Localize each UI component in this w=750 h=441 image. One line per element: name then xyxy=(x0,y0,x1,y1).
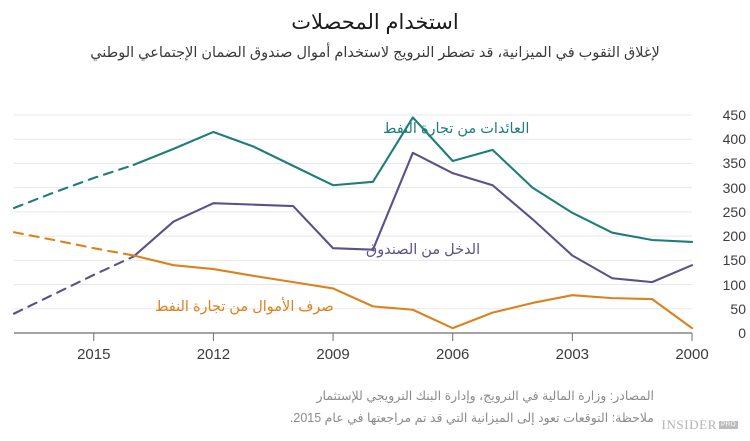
page-title: استخدام المحصلات xyxy=(291,11,459,34)
y-axis-tick-label: 100 xyxy=(722,276,746,293)
chart-footer: المصادر: وزارة المالية في النرويج، وإدار… xyxy=(14,386,654,430)
series-path-0 xyxy=(132,116,694,243)
series-path-0 xyxy=(12,163,135,210)
y-axis-tick-label: 300 xyxy=(722,179,746,196)
x-axis-tick-label: 2006 xyxy=(436,346,470,363)
x-axis-tick-label: 2000 xyxy=(675,346,709,363)
series-path-2 xyxy=(12,231,135,257)
logo-wordmark: INSIDER xyxy=(661,417,717,432)
insider-pro-logo: INSIDER PRO xyxy=(662,417,738,433)
x-axis-tick-label: 2012 xyxy=(196,346,231,363)
y-axis-tick-label: 350 xyxy=(722,155,746,172)
chart-gridlines xyxy=(14,114,692,334)
chart-series-lines xyxy=(12,116,694,330)
y-axis-tick-label: 150 xyxy=(722,252,746,269)
logo-pro-badge: PRO xyxy=(719,420,738,430)
series-path-2 xyxy=(132,254,694,330)
y-axis-tick-label: 400 xyxy=(722,131,746,148)
y-axis-tick-label: 50 xyxy=(730,300,746,317)
series-path-1 xyxy=(132,151,694,284)
y-axis-tick-label: 250 xyxy=(722,203,746,220)
series-path-1 xyxy=(12,255,135,315)
chart-x-axis xyxy=(93,333,693,341)
y-axis-tick-label: 0 xyxy=(738,325,746,341)
x-axis-tick-label: 2009 xyxy=(316,346,350,363)
footer-note: ملاحظة: التوقعات تعود إلى الميزانية التي… xyxy=(289,410,654,425)
x-axis-tick-label: 2003 xyxy=(555,346,590,363)
chart-subtitle: لإغلاق الثقوب في الميزانية، قد تضطر النر… xyxy=(90,45,660,61)
series-label-oil-spending: صرف الأموال من تجارة النفط xyxy=(155,299,334,315)
series-label-oil-revenue: العائدات من تجارة النفط xyxy=(383,121,530,137)
x-axis-tick-label: 2015 xyxy=(77,346,111,363)
series-label-fund-income: الدخل من الصندوق xyxy=(366,242,481,258)
footer-sources: المصادر: وزارة المالية في النرويج، وإدار… xyxy=(316,389,654,403)
y-axis-tick-label: 200 xyxy=(722,228,746,245)
y-axis-tick-label: 450 xyxy=(722,107,746,123)
